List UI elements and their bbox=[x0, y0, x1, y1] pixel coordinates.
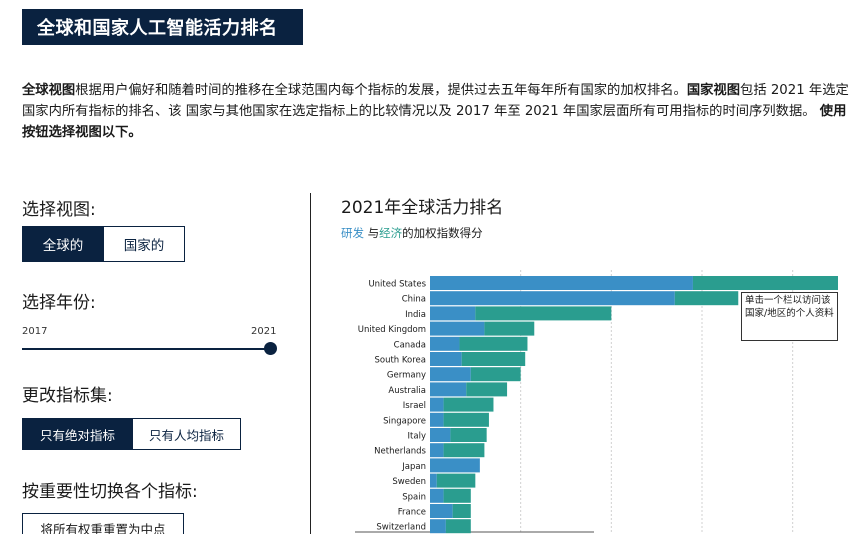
year-min-label: 2017 bbox=[22, 326, 48, 337]
country-label: India bbox=[405, 310, 426, 320]
bar-rd[interactable] bbox=[430, 276, 693, 290]
bar-rd[interactable] bbox=[430, 443, 444, 458]
country-label: Spain bbox=[402, 492, 426, 502]
country-label: Netherlands bbox=[374, 447, 426, 457]
bar-rd[interactable] bbox=[430, 321, 485, 336]
bar-rd[interactable] bbox=[430, 382, 467, 397]
bar-economy[interactable] bbox=[450, 428, 487, 442]
bar-rd[interactable] bbox=[430, 397, 444, 412]
bar-economy[interactable] bbox=[484, 321, 535, 336]
legend-rd-label: 研发 bbox=[341, 226, 364, 240]
bar-economy[interactable] bbox=[459, 336, 528, 351]
per-capita-indicators-button[interactable]: 只有人均指标 bbox=[133, 418, 241, 450]
chart-title: 2021年全球活力排名 bbox=[341, 198, 504, 218]
country-label: South Korea bbox=[374, 356, 426, 366]
intro-global-bold: 全球视图 bbox=[22, 83, 76, 98]
bar-rd[interactable] bbox=[430, 352, 462, 366]
chart-subtitle: 研发 与经济的加权指数得分 bbox=[341, 225, 483, 241]
bar-economy[interactable] bbox=[475, 306, 612, 321]
bar-rd[interactable] bbox=[430, 504, 453, 518]
country-label: United States bbox=[368, 280, 426, 290]
intro-country-bold: 国家视图 bbox=[686, 83, 741, 98]
intro-text: 全球视图根据用户偏好和随着时间的推移在全球范围内每个指标的发展，提供过去五年每年… bbox=[22, 80, 858, 143]
legend-connector: 与 bbox=[364, 226, 380, 240]
view-country-button[interactable]: 国家的 bbox=[104, 226, 185, 262]
country-label: Israel bbox=[403, 401, 426, 411]
reset-weights-button[interactable]: 将所有权重重置为中点 bbox=[22, 513, 184, 534]
legend-economy-label: 经济 bbox=[379, 226, 403, 240]
bar-economy[interactable] bbox=[692, 276, 838, 290]
country-label: Japan bbox=[401, 462, 426, 472]
year-slider-handle[interactable] bbox=[264, 342, 277, 355]
year-max-label: 2021 bbox=[251, 326, 277, 337]
intro-global-text: 根据用户偏好和随着时间的推移在全球范围内每个指标的发展，提供过去五年每年所有国家… bbox=[75, 83, 687, 98]
toggle-indicators-label: 按重要性切换各个指标: bbox=[22, 482, 198, 502]
bar-rd[interactable] bbox=[430, 458, 480, 473]
bar-rd[interactable] bbox=[430, 412, 444, 427]
country-label: Australia bbox=[388, 386, 426, 396]
bar-economy[interactable] bbox=[443, 397, 494, 412]
bar-rd[interactable] bbox=[430, 519, 446, 534]
country-label: United Kingdom bbox=[358, 325, 426, 335]
bar-rd[interactable] bbox=[430, 291, 675, 306]
country-label: Canada bbox=[394, 340, 426, 350]
bar-economy[interactable] bbox=[466, 382, 508, 397]
year-slider-track[interactable] bbox=[22, 348, 270, 350]
intro-instruction: 使用按钮选择视图以下。 bbox=[22, 104, 847, 140]
country-label: China bbox=[402, 295, 426, 305]
country-label: Sweden bbox=[392, 477, 426, 487]
bar-economy[interactable] bbox=[443, 412, 489, 427]
view-label: 选择视图: bbox=[22, 200, 96, 220]
bar-economy[interactable] bbox=[461, 352, 526, 366]
bar-rd[interactable] bbox=[430, 428, 451, 442]
ranking-bar-chart: United States China India United Kingdom Can… bbox=[355, 270, 838, 534]
country-label: Switzerland bbox=[376, 523, 426, 533]
indicator-set-selector: 只有绝对指标 只有人均指标 bbox=[22, 418, 241, 450]
page-title: 全球和国家人工智能活力排名 bbox=[22, 9, 303, 45]
panel-divider bbox=[310, 193, 311, 534]
country-label: France bbox=[398, 508, 426, 518]
intro-country-text: 包括 2021 年选定国家内所有指标的排名、该 国家与其他国家在选定指标上的比较… bbox=[22, 83, 849, 119]
bar-economy[interactable] bbox=[443, 443, 485, 458]
bar-rd[interactable] bbox=[430, 306, 476, 321]
bar-economy[interactable] bbox=[443, 488, 471, 503]
bar-economy[interactable] bbox=[674, 291, 739, 306]
year-label: 选择年份: bbox=[22, 293, 96, 313]
country-label: Italy bbox=[408, 432, 426, 442]
bar-rd[interactable] bbox=[430, 488, 444, 503]
bar-economy[interactable] bbox=[436, 473, 476, 488]
bar-rd[interactable] bbox=[430, 473, 437, 488]
bar-rd[interactable] bbox=[430, 336, 460, 351]
indicator-set-label: 更改指标集: bbox=[22, 386, 113, 406]
chart-tooltip: 单击一个栏以访问该国家/地区的个人资料 bbox=[741, 292, 838, 341]
view-selector: 全球的 国家的 bbox=[22, 226, 185, 262]
bar-economy[interactable] bbox=[452, 504, 471, 518]
absolute-indicators-button[interactable]: 只有绝对指标 bbox=[22, 418, 133, 450]
country-label: Germany bbox=[387, 371, 426, 381]
bar-economy[interactable] bbox=[445, 519, 471, 534]
country-label: Singapore bbox=[383, 416, 426, 426]
view-global-button[interactable]: 全球的 bbox=[22, 226, 104, 262]
bar-economy[interactable] bbox=[470, 367, 521, 382]
legend-suffix: 的加权指数得分 bbox=[402, 226, 483, 240]
bar-rd[interactable] bbox=[430, 367, 471, 382]
